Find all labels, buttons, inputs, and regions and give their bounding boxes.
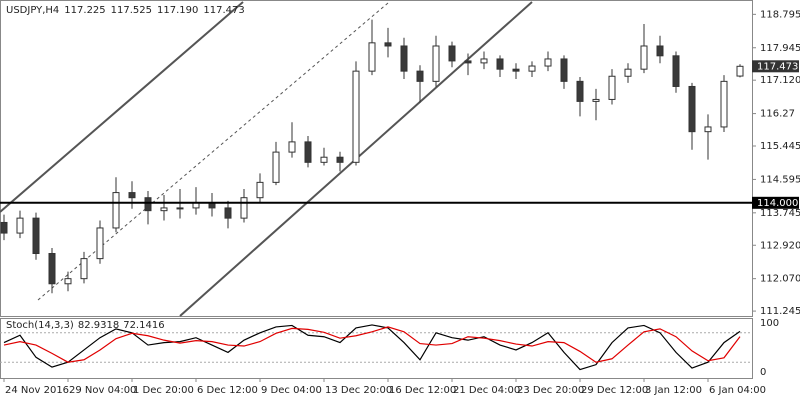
candle-body bbox=[736, 65, 744, 77]
candle-body bbox=[160, 207, 168, 212]
candle-body bbox=[624, 68, 632, 77]
x-tick-label: 24 Nov 2016 bbox=[5, 385, 69, 396]
candle-body bbox=[592, 98, 600, 102]
channel-line bbox=[37, 2, 389, 301]
y-tick-label: 112.070 bbox=[760, 274, 800, 285]
y-tick-label: 112.920 bbox=[760, 240, 800, 251]
candle-body bbox=[272, 151, 280, 183]
candle-body bbox=[480, 58, 488, 64]
indicator-label: Stoch(14,3,3) 82.9318 72.1416 bbox=[6, 320, 165, 331]
stoch-value: 72.1416 bbox=[123, 320, 164, 331]
chart-header: USDJPY,H4 117.225 117.525 117.190 117.473 bbox=[6, 5, 245, 16]
y-tick-label: 100 bbox=[760, 318, 779, 329]
y-tick-label: 116.27 bbox=[760, 109, 795, 120]
ohlc-value: 117.473 bbox=[203, 5, 244, 16]
candle-body bbox=[240, 197, 248, 219]
x-tick-label: 6 Jan 04:00 bbox=[709, 385, 766, 396]
candle-body bbox=[80, 258, 88, 280]
candle-body bbox=[352, 70, 360, 163]
candle-body bbox=[608, 75, 616, 100]
x-tick-label: 6 Dec 12:00 bbox=[197, 385, 258, 396]
candle-body bbox=[448, 45, 456, 62]
candle-body bbox=[128, 192, 136, 199]
y-tick-label: 117.945 bbox=[760, 43, 800, 54]
candle-body bbox=[704, 126, 712, 133]
candle-body bbox=[224, 207, 232, 219]
candle-body bbox=[320, 156, 328, 163]
x-tick-label: 21 Dec 04:00 bbox=[453, 385, 520, 396]
symbol: USDJPY,H4 bbox=[6, 5, 59, 16]
indicator-panel bbox=[0, 318, 753, 379]
candle-body bbox=[400, 45, 408, 72]
x-tick-label: 13 Dec 20:00 bbox=[325, 385, 392, 396]
stoch-line bbox=[3, 324, 741, 371]
y-tick-label: 0 bbox=[760, 367, 766, 378]
candle-body bbox=[496, 58, 504, 70]
candle-body bbox=[416, 70, 424, 82]
candle-body bbox=[528, 65, 536, 72]
y-tick-label: 111.245 bbox=[760, 306, 800, 317]
candle-body bbox=[0, 221, 8, 234]
candle-body bbox=[112, 192, 120, 229]
x-tick-label: 23 Dec 20:00 bbox=[517, 385, 584, 396]
candle-body bbox=[48, 253, 56, 285]
candle-body bbox=[304, 141, 312, 163]
y-tick-label: 118.795 bbox=[760, 9, 800, 20]
x-tick-label: 16 Dec 12:00 bbox=[389, 385, 456, 396]
candle-body bbox=[288, 141, 296, 153]
candle-body bbox=[560, 58, 568, 82]
price-label-box bbox=[752, 60, 799, 73]
candle-body bbox=[656, 45, 664, 57]
x-tick-label: 29 Dec 12:00 bbox=[581, 385, 648, 396]
stoch-value: 82.9318 bbox=[78, 320, 119, 331]
price-label: 114.000 bbox=[757, 198, 798, 209]
candle-body bbox=[512, 68, 520, 72]
candle-body bbox=[144, 197, 152, 212]
candle-body bbox=[384, 42, 392, 47]
candle-body bbox=[672, 55, 680, 87]
candle-body bbox=[720, 80, 728, 128]
y-tick-label: 115.445 bbox=[760, 141, 800, 152]
x-tick-label: 3 Jan 12:00 bbox=[645, 385, 702, 396]
candle-body bbox=[368, 42, 376, 72]
candle-body bbox=[32, 217, 40, 255]
candle-body bbox=[432, 45, 440, 82]
x-tick-label: 9 Dec 04:00 bbox=[261, 385, 322, 396]
y-tick-label: 117.120 bbox=[760, 75, 800, 86]
candle-body bbox=[256, 181, 264, 199]
candle-body bbox=[16, 217, 24, 234]
candle-body bbox=[640, 45, 648, 70]
candle-body bbox=[64, 278, 72, 285]
main-panel bbox=[0, 0, 753, 317]
current-price: 117.473 bbox=[757, 61, 798, 72]
candle-body bbox=[96, 227, 104, 260]
channel-line bbox=[0, 1, 244, 213]
candle-body bbox=[464, 60, 472, 64]
candle-body bbox=[688, 85, 696, 133]
x-tick-label: 29 Nov 04:00 bbox=[69, 385, 136, 396]
ohlc-value: 117.525 bbox=[111, 5, 152, 16]
candle-body bbox=[176, 207, 184, 210]
x-tick-label: 1 Dec 20:00 bbox=[133, 385, 194, 396]
ohlc-value: 117.225 bbox=[64, 5, 105, 16]
ohlc-value: 117.190 bbox=[157, 5, 198, 16]
price-label-box bbox=[752, 196, 799, 209]
candle-body bbox=[544, 58, 552, 67]
candle-body bbox=[576, 80, 584, 102]
candle-body bbox=[336, 156, 344, 163]
stoch-line bbox=[3, 326, 741, 363]
y-tick-label: 114.595 bbox=[760, 174, 800, 185]
y-tick-label: 113.745 bbox=[760, 208, 800, 219]
